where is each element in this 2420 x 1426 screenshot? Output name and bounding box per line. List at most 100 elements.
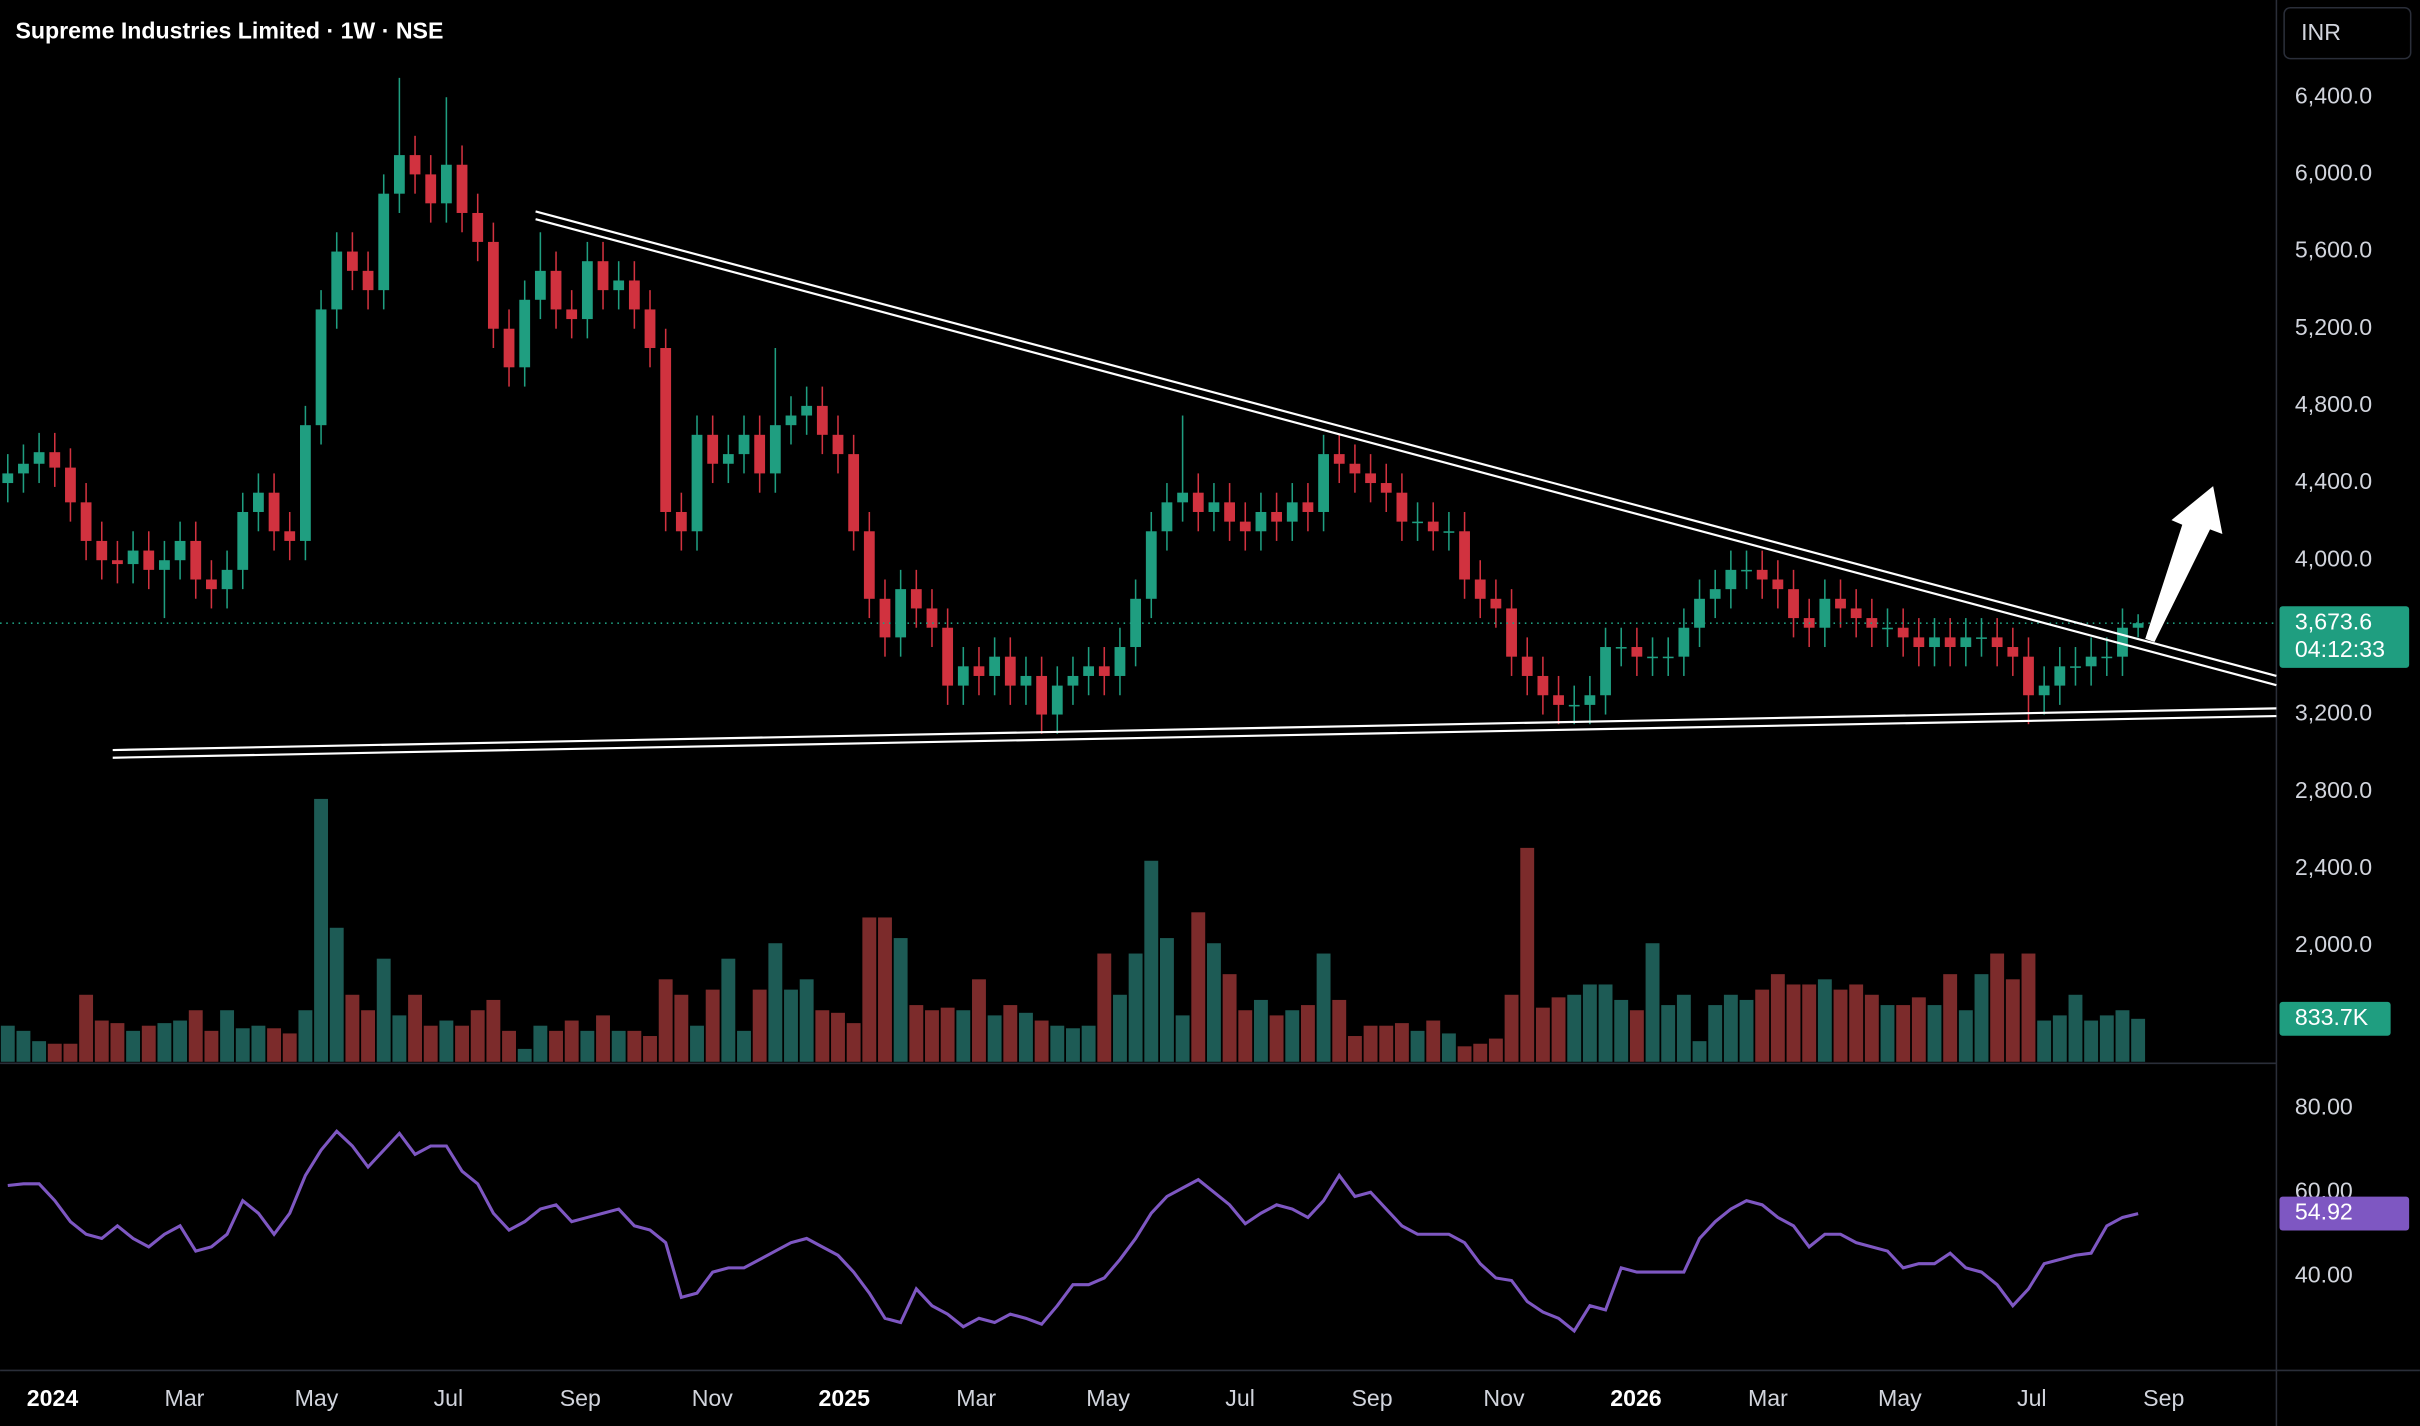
candle-body (942, 627, 954, 686)
candle-body (1662, 656, 1674, 659)
candle-body (1584, 695, 1596, 705)
candle-body (738, 434, 750, 455)
last-price-box (2279, 606, 2410, 668)
volume-bar (972, 979, 986, 1062)
candle-body (2132, 623, 2144, 628)
volume-bar (1206, 943, 1221, 1062)
volume-bar (2037, 1020, 2052, 1062)
volume-bar (126, 1030, 141, 1062)
volume-bar (1097, 953, 1112, 1062)
last-price-label: 3,673.6 (2295, 608, 2372, 634)
candle-body (1098, 666, 1110, 676)
candle-body (1271, 511, 1282, 522)
volume-bar (925, 1010, 939, 1062)
x-tick-label: May (1878, 1385, 1922, 1411)
volume-bar (1488, 1038, 1503, 1062)
y-tick-label: 5,200.0 (2295, 314, 2372, 340)
volume-bar (1050, 1025, 1065, 1062)
x-tick-label: 2025 (819, 1385, 871, 1411)
volume-bar (486, 999, 501, 1062)
volume-bar (345, 994, 360, 1062)
candle-body (644, 309, 656, 349)
volume-bar (1379, 1025, 1394, 1062)
candle-body (1286, 502, 1298, 522)
candle-body (206, 579, 217, 590)
breakout-arrow (2145, 486, 2223, 643)
volume-bar (643, 1036, 657, 1062)
volume-bar (784, 989, 798, 1062)
volume-bar (690, 1025, 704, 1062)
x-tick-label: 2024 (27, 1385, 79, 1411)
candle-body (1490, 598, 1502, 609)
candle-body (989, 656, 1001, 676)
candle-body (425, 174, 437, 204)
y-tick-label: 2,000.0 (2295, 931, 2372, 957)
candle-body (1412, 521, 1423, 524)
candle-body (1083, 666, 1095, 676)
volume-bar (1770, 974, 1785, 1062)
volume-bar (1269, 1015, 1284, 1062)
candle-body (2070, 666, 2081, 668)
rsi-label: 54.92 (2295, 1199, 2353, 1225)
candle-body (628, 280, 640, 310)
candle-body (487, 241, 499, 329)
candle-body (1647, 656, 1658, 659)
volume-bar (831, 1012, 845, 1062)
rsi-line (7, 1129, 2139, 1334)
volume-bar (79, 994, 94, 1062)
upper-trend-line (535, 210, 2277, 678)
candle-body (1631, 647, 1643, 657)
volume-bar (1990, 953, 2005, 1062)
volume-bar (533, 1025, 548, 1062)
candle-body (49, 452, 61, 468)
volume-bar (705, 989, 720, 1062)
volume-bar (1614, 999, 1629, 1062)
volume-bar (376, 958, 391, 1062)
candle-body (190, 540, 202, 580)
volume-bar (188, 1010, 203, 1062)
currency-box[interactable] (2283, 6, 2412, 60)
volume-bar (1253, 999, 1268, 1062)
volume-bar (862, 917, 877, 1062)
volume-bar (1864, 994, 1879, 1062)
volume-bar (1535, 1007, 1550, 1062)
candle-body (362, 270, 374, 291)
candle-body (393, 155, 405, 194)
y-tick-label: 5,600.0 (2295, 237, 2372, 263)
candle-body (174, 540, 186, 561)
volume-bar (94, 1020, 109, 1062)
volume-bar (1504, 994, 1519, 1062)
candle-body (2038, 685, 2050, 696)
candle-body (1208, 502, 1220, 512)
x-tick-label: Sep (560, 1385, 601, 1411)
y-tick-label: 4,400.0 (2295, 468, 2372, 494)
candle-body (722, 454, 734, 464)
volume-bar (361, 1010, 376, 1062)
candle-body (1897, 627, 1909, 638)
volume-bar (204, 1030, 219, 1062)
x-tick-label: Jul (434, 1385, 464, 1411)
volume-bar (408, 994, 422, 1062)
candle-body (237, 511, 249, 570)
candle-body (440, 164, 452, 204)
volume-bar (314, 798, 329, 1062)
candle-body (80, 502, 92, 541)
volume-bar (1629, 1010, 1644, 1062)
volume-bar (1316, 953, 1331, 1062)
volume-bar (580, 1030, 595, 1062)
candle-body (895, 589, 907, 638)
candle-body (1474, 579, 1486, 599)
volume-bar (1661, 1005, 1676, 1062)
candle-body (159, 560, 170, 570)
x-tick-label: May (1086, 1385, 1130, 1411)
volume-bar (1520, 847, 1535, 1062)
volume-bar (1927, 1005, 1942, 1062)
volume-bar (1708, 1005, 1723, 1062)
volume-bar (2021, 953, 2036, 1062)
candle-body (2085, 656, 2097, 667)
volume-bar (549, 1030, 563, 1062)
volume-bar (1692, 1041, 1707, 1062)
volume-bar (799, 979, 814, 1062)
candle-body (1600, 647, 1611, 696)
currency[interactable]: INR (2301, 19, 2341, 45)
